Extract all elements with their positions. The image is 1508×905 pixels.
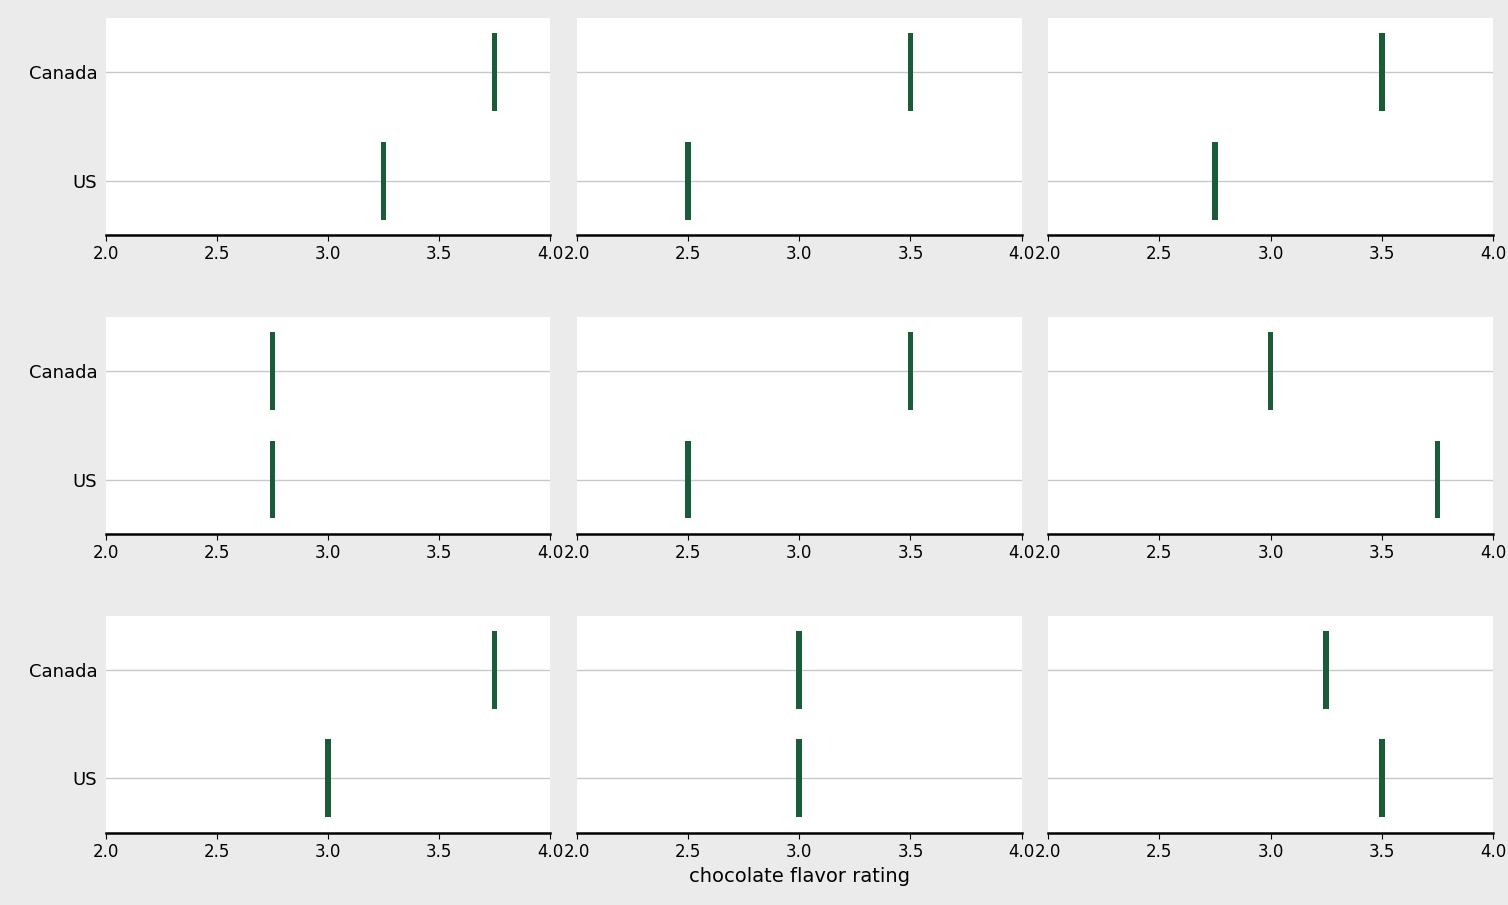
Bar <box>685 441 691 519</box>
X-axis label: chocolate flavor rating: chocolate flavor rating <box>689 867 909 886</box>
Bar <box>908 33 914 111</box>
Bar <box>270 332 274 410</box>
Bar <box>326 739 330 817</box>
Bar <box>380 141 386 220</box>
Bar <box>908 332 914 410</box>
Bar <box>796 739 802 817</box>
Bar <box>1212 141 1218 220</box>
Bar <box>796 631 802 710</box>
Bar <box>1324 631 1329 710</box>
Bar <box>1378 739 1384 817</box>
Bar <box>1434 441 1440 519</box>
Bar <box>492 631 498 710</box>
Bar <box>492 33 498 111</box>
Bar <box>685 141 691 220</box>
Bar <box>1268 332 1273 410</box>
Bar <box>270 441 274 519</box>
Bar <box>1378 33 1384 111</box>
